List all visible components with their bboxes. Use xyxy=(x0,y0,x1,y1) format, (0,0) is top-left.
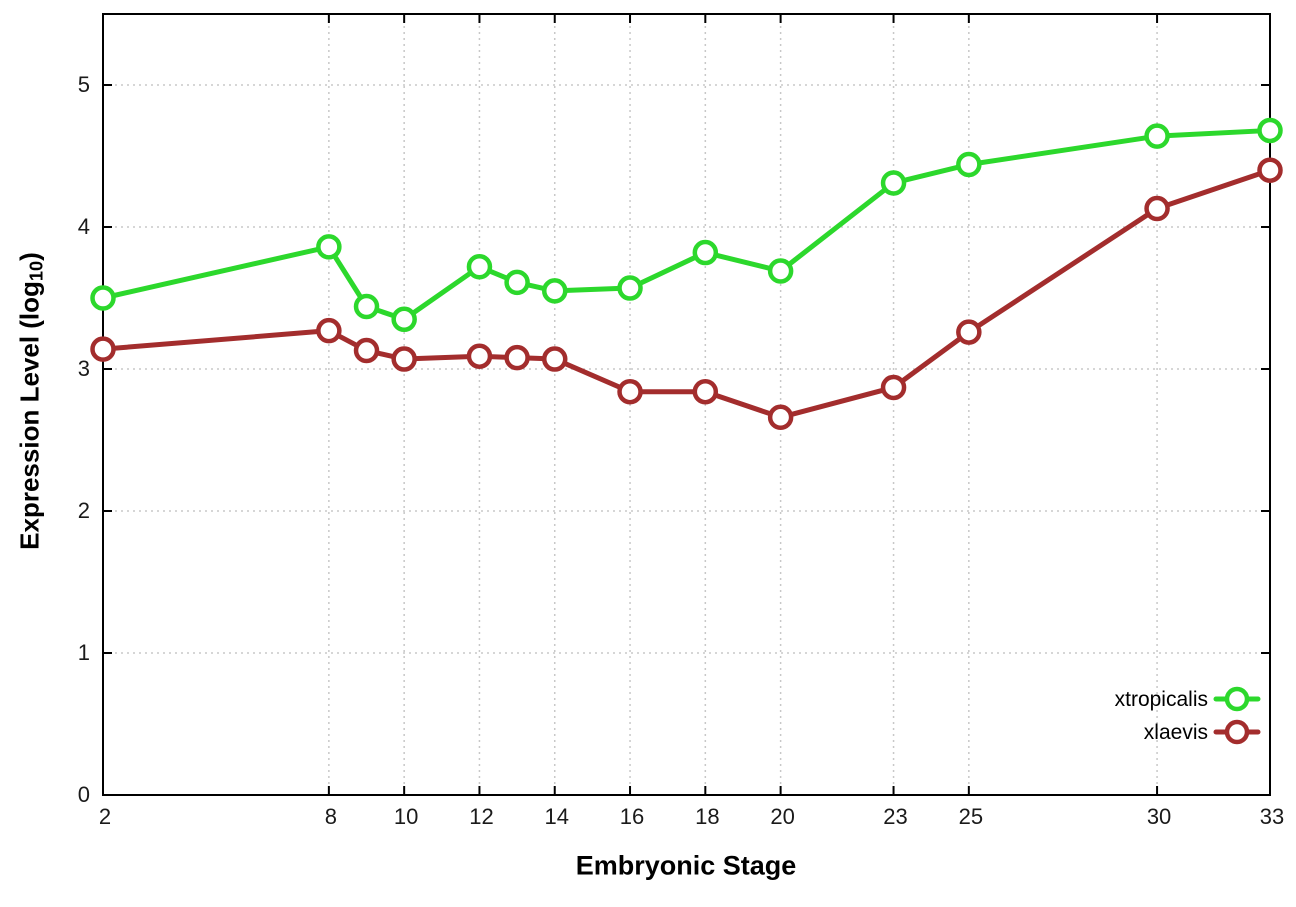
series-xtropicalis-point xyxy=(1144,123,1170,149)
series-xtropicalis-point xyxy=(956,151,982,178)
series-xtropicalis-point xyxy=(391,306,417,333)
legend-label-xtropicalis: xtropicalis xyxy=(1115,688,1208,711)
y-tick-label: 1 xyxy=(78,640,90,665)
series-xlaevis-point xyxy=(617,378,643,405)
y-tick-label: 3 xyxy=(78,356,90,381)
series-xtropicalis-point xyxy=(504,269,530,296)
y-tick-label: 2 xyxy=(78,498,90,523)
legend-marker-icon xyxy=(1224,686,1250,712)
series-xlaevis-point xyxy=(353,337,380,364)
series-xlaevis-line xyxy=(100,167,1273,420)
x-tick-label: 16 xyxy=(620,804,644,829)
x-tick-label: 30 xyxy=(1147,804,1171,829)
x-tick-label: 8 xyxy=(325,804,337,829)
series-xlaevis-point xyxy=(1144,195,1170,222)
x-tick-label: 25 xyxy=(959,804,983,829)
series-xtropicalis-point xyxy=(353,293,380,320)
y-axis-label-subscript: 10 xyxy=(26,260,47,282)
series-xlaevis-point xyxy=(1257,157,1283,183)
y-axis-label: Expression Level (log10) xyxy=(15,252,48,550)
x-tick-label: 14 xyxy=(544,804,568,829)
y-tick-label: 5 xyxy=(78,72,90,97)
series-xlaevis-point xyxy=(466,343,493,369)
series-xlaevis-point xyxy=(767,404,794,431)
series-xlaevis-point xyxy=(541,346,568,372)
x-tick-label: 23 xyxy=(883,804,907,829)
legend-marker-icon xyxy=(1224,719,1250,745)
series-xtropicalis-point xyxy=(466,254,493,280)
series-xtropicalis-point xyxy=(880,170,907,196)
series-xlaevis-point xyxy=(956,319,982,345)
plot-border xyxy=(102,13,1271,796)
y-tick-label: 0 xyxy=(78,782,90,807)
y-axis-label-suffix: ) xyxy=(14,252,45,261)
series-xtropicalis-line xyxy=(100,127,1273,322)
series-xtropicalis-point xyxy=(767,258,794,284)
series-xlaevis-point xyxy=(692,378,719,405)
series-xtropicalis-point xyxy=(1257,117,1283,144)
series-xlaevis-point xyxy=(316,317,342,344)
x-tick-label: 10 xyxy=(394,804,418,829)
x-tick-label: 2 xyxy=(99,804,111,829)
x-tick-label: 20 xyxy=(770,804,794,829)
series-xlaevis-point xyxy=(880,374,907,401)
series-xlaevis-point xyxy=(391,346,417,372)
series-xlaevis-point xyxy=(504,344,530,371)
x-tick-label: 12 xyxy=(469,804,493,829)
series-xlaevis-point xyxy=(90,336,116,362)
x-axis-label: Embryonic Stage xyxy=(575,850,797,881)
series-xtropicalis-point xyxy=(692,239,719,266)
series-xtropicalis-point xyxy=(90,285,116,311)
legend-label-xlaevis: xlaevis xyxy=(1144,721,1208,744)
y-tick-label: 4 xyxy=(78,214,90,239)
y-axis-label-text: Expression Level (log xyxy=(14,281,45,550)
x-tick-label: 18 xyxy=(695,804,719,829)
series-xtropicalis-point xyxy=(541,278,568,304)
series-xtropicalis-point xyxy=(617,275,643,301)
series-xtropicalis-point xyxy=(316,234,342,260)
x-tick-label: 33 xyxy=(1260,804,1284,829)
